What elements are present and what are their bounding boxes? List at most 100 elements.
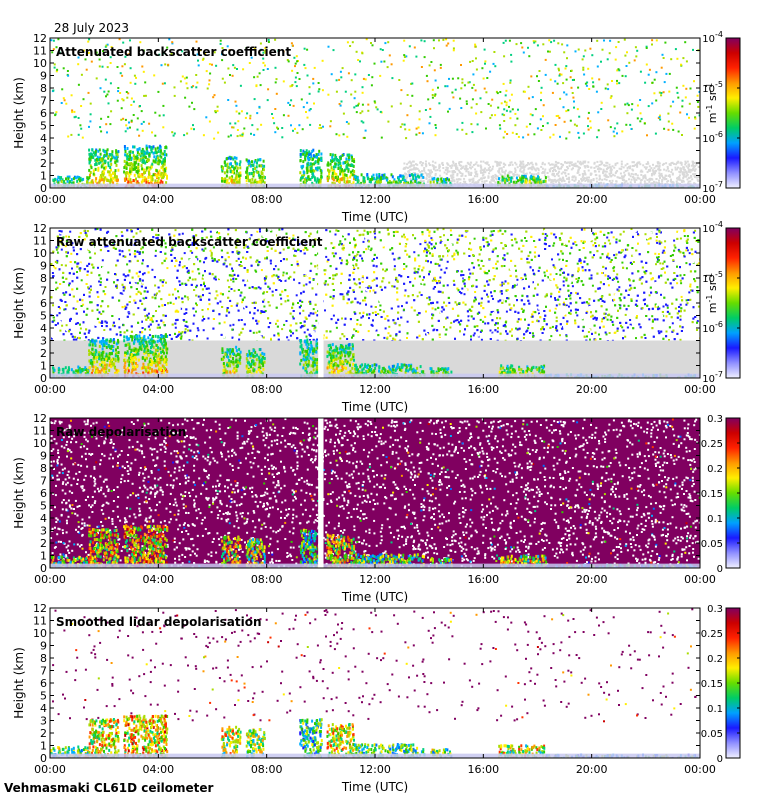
- x-tick-label: 20:00: [576, 763, 608, 776]
- y-tick-label: 0: [40, 752, 47, 765]
- y-tick-label: 9: [40, 70, 47, 83]
- y-tick-label: 5: [40, 310, 47, 323]
- y-tick-label: 7: [40, 665, 47, 678]
- colorbar-tick-label: 0: [717, 564, 723, 575]
- colorbar-tick-exponent: -6: [715, 130, 723, 139]
- y-tick-label: 0: [40, 372, 47, 385]
- plot-background: [50, 38, 700, 188]
- y-tick-label: 12: [33, 222, 47, 235]
- y-tick-label: 3: [40, 715, 47, 728]
- y-tick-label: 3: [40, 145, 47, 158]
- x-tick-label: 00:00: [34, 763, 66, 776]
- y-tick-label: 3: [40, 335, 47, 348]
- x-axis-label: Time (UTC): [341, 400, 408, 414]
- x-tick-label: 12:00: [359, 573, 391, 586]
- panel-title: Smoothed lidar depolarisation: [56, 615, 262, 629]
- colorbar-tick-exponent: -7: [715, 180, 723, 189]
- colorbar-tick-label: 0.25: [701, 439, 723, 450]
- x-tick-label: 08:00: [251, 763, 283, 776]
- y-axis-label: Height (km): [12, 647, 26, 718]
- y-tick-label: 11: [33, 235, 47, 248]
- y-tick-label: 0: [40, 562, 47, 575]
- colorbar-tick-label: 0.3: [707, 414, 723, 425]
- x-tick-label: 08:00: [251, 573, 283, 586]
- y-tick-label: 2: [40, 727, 47, 740]
- y-tick-label: 6: [40, 677, 47, 690]
- y-tick-label: 9: [40, 260, 47, 273]
- x-tick-label: 00:00: [684, 383, 716, 396]
- x-tick-label: 12:00: [359, 763, 391, 776]
- colorbar-tick-label: 0.3: [707, 604, 723, 615]
- x-tick-label: 04:00: [142, 383, 174, 396]
- colorbar-unit-label: m-1 sr-1: [705, 83, 719, 123]
- y-tick-label: 11: [33, 45, 47, 58]
- panel-title: Raw attenuated backscatter coefficient: [56, 235, 323, 249]
- y-tick-label: 10: [33, 627, 47, 640]
- y-tick-label: 5: [40, 500, 47, 513]
- y-tick-label: 8: [40, 652, 47, 665]
- colorbar-tick-exponent: -5: [715, 270, 723, 279]
- colorbar: [725, 37, 741, 189]
- data-gap: [318, 228, 324, 378]
- colorbar-tick-label: 0.05: [701, 729, 723, 740]
- y-tick-label: 4: [40, 132, 47, 145]
- colorbar-tick-label: 0.05: [701, 539, 723, 550]
- x-tick-label: 00:00: [684, 573, 716, 586]
- y-tick-label: 6: [40, 107, 47, 120]
- x-tick-label: 20:00: [576, 193, 608, 206]
- y-tick-label: 6: [40, 487, 47, 500]
- y-axis-label: Height (km): [12, 457, 26, 528]
- y-tick-label: 4: [40, 702, 47, 715]
- y-tick-label: 5: [40, 690, 47, 703]
- y-tick-label: 6: [40, 297, 47, 310]
- colorbar-tick-exponent: -4: [715, 30, 723, 39]
- x-tick-label: 16:00: [467, 763, 499, 776]
- y-tick-label: 10: [33, 247, 47, 260]
- x-tick-label: 04:00: [142, 573, 174, 586]
- y-tick-label: 1: [40, 550, 47, 563]
- colorbar-tick-exponent: -5: [715, 80, 723, 89]
- y-axis-label: Height (km): [12, 77, 26, 148]
- colorbar-unit-label: m-1 sr-1: [705, 273, 719, 313]
- date-label: 28 July 2023: [54, 21, 130, 35]
- colorbar-tick-label: 10-6: [702, 130, 723, 145]
- y-tick-label: 11: [33, 425, 47, 438]
- data-layer: [50, 418, 700, 568]
- y-tick-label: 1: [40, 360, 47, 373]
- colorbar-tick-label: 0: [717, 754, 723, 765]
- y-tick-label: 9: [40, 450, 47, 463]
- x-tick-label: 12:00: [359, 383, 391, 396]
- panel-title: Raw depolarisation: [56, 425, 186, 439]
- x-tick-label: 08:00: [251, 383, 283, 396]
- x-axis-label: Time (UTC): [341, 590, 408, 604]
- x-tick-label: 00:00: [684, 193, 716, 206]
- instrument-label: Vehmasmaki CL61D ceilometer: [4, 781, 214, 795]
- y-tick-label: 3: [40, 525, 47, 538]
- colorbar-tick-label: 0.1: [707, 704, 723, 715]
- y-axis-label: Height (km): [12, 267, 26, 338]
- colorbar-tick-exponent: -4: [715, 220, 723, 229]
- x-tick-label: 20:00: [576, 573, 608, 586]
- colorbar: [725, 227, 741, 379]
- x-tick-label: 00:00: [34, 383, 66, 396]
- colorbar-tick-exponent: -7: [715, 370, 723, 379]
- y-tick-label: 10: [33, 437, 47, 450]
- y-tick-label: 0: [40, 182, 47, 195]
- y-tick-label: 4: [40, 512, 47, 525]
- colorbar-tick-label: 0.25: [701, 629, 723, 640]
- y-tick-label: 2: [40, 537, 47, 550]
- panel-title: Attenuated backscatter coefficient: [56, 45, 291, 59]
- y-tick-label: 9: [40, 640, 47, 653]
- x-tick-label: 00:00: [684, 763, 716, 776]
- colorbar-tick-label: 10-7: [702, 370, 723, 385]
- y-tick-label: 10: [33, 57, 47, 70]
- y-tick-label: 8: [40, 272, 47, 285]
- colorbar-tick-label: 0.15: [701, 489, 723, 500]
- y-tick-label: 4: [40, 322, 47, 335]
- colorbar-tick-label: 0.15: [701, 679, 723, 690]
